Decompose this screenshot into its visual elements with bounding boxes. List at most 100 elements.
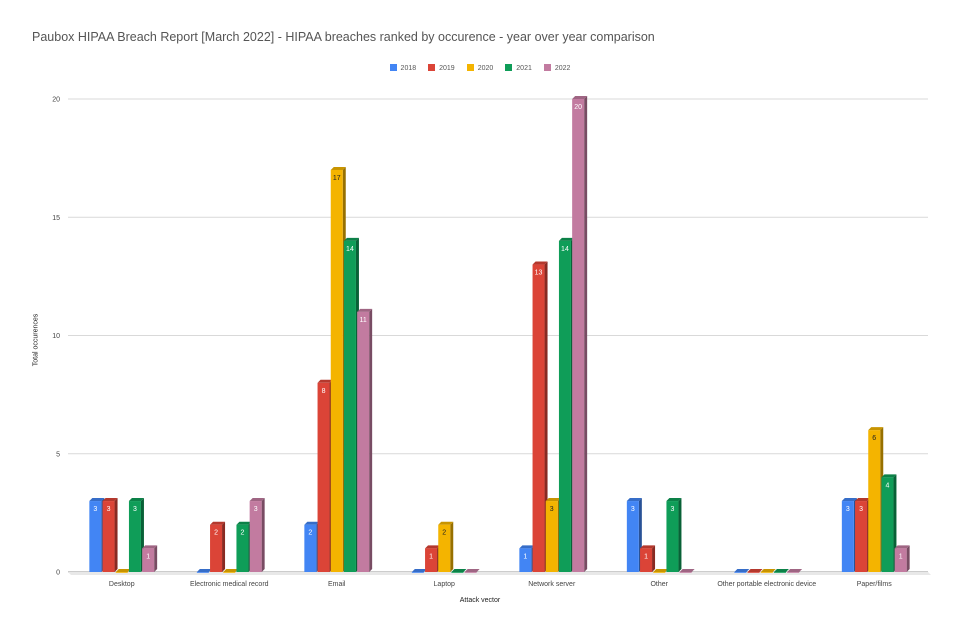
bar-top [626, 498, 642, 502]
x-tick-label: Electronic medical record [190, 581, 269, 588]
bar-front [210, 524, 223, 572]
bar [102, 498, 118, 572]
x-tick-label: Network server [528, 581, 576, 588]
bar-top [855, 498, 871, 502]
bar-top [558, 237, 574, 241]
data-label: 3 [550, 506, 554, 513]
bar-front [653, 572, 666, 573]
legend-swatch [505, 64, 513, 71]
bar-top [545, 498, 561, 502]
y-tick-label: 5 [56, 451, 60, 458]
bar-top [747, 569, 763, 572]
bar-front [411, 572, 424, 573]
bar-top [115, 569, 131, 572]
bar [679, 569, 695, 573]
bar-front [249, 501, 262, 572]
bar-top [773, 569, 789, 572]
bar-front [102, 501, 115, 572]
bar-top [128, 498, 144, 502]
data-label: 1 [644, 553, 648, 560]
bar [881, 474, 897, 572]
bar-top [894, 545, 910, 549]
bar [532, 261, 548, 572]
bar [787, 569, 803, 573]
bar [249, 498, 265, 572]
bar-side [114, 498, 118, 572]
bar-front [881, 477, 894, 572]
bar [210, 521, 226, 572]
legend-label: 2019 [439, 65, 455, 72]
bar-front [236, 524, 249, 572]
data-label: 3 [631, 506, 635, 513]
y-tick-label: 15 [52, 215, 60, 222]
bar-front [841, 501, 854, 572]
bar-front [532, 264, 545, 572]
legend-label: 2018 [400, 65, 417, 72]
data-label: 2 [240, 530, 244, 537]
data-label: 3 [133, 506, 137, 513]
data-label: 1 [429, 553, 433, 560]
bar-front [343, 240, 356, 572]
data-label: 11 [360, 317, 367, 324]
bar-front [773, 572, 786, 573]
legend-item: 2020 [466, 64, 493, 72]
bar-top [223, 569, 239, 572]
bar-top [640, 545, 656, 549]
bar-front [330, 169, 343, 572]
data-label: 1 [899, 553, 903, 560]
legend-swatch [543, 64, 551, 71]
legend-swatch [466, 64, 474, 71]
bar-front [545, 501, 558, 572]
data-label: 6 [872, 435, 876, 442]
data-label: 17 [333, 175, 341, 182]
bar [411, 569, 427, 573]
legend-item: 2022 [543, 64, 570, 72]
bar-top [451, 569, 467, 572]
bar-top [572, 96, 588, 99]
chart-title: Paubox HIPAA Breach Report [March 2022] … [32, 30, 655, 44]
bar-top [142, 545, 158, 549]
bar-front [747, 572, 760, 573]
bar [115, 569, 131, 573]
bar-side [584, 96, 588, 572]
bar [357, 308, 373, 572]
data-label: 2 [214, 530, 218, 537]
data-label: 1 [146, 553, 150, 560]
bar-top [787, 569, 803, 572]
bar-top [653, 569, 669, 572]
bar [464, 569, 480, 573]
bar-front [128, 501, 141, 572]
bar-top [102, 498, 118, 502]
bar-top [841, 498, 857, 502]
bar-side [154, 545, 158, 572]
bar [868, 427, 884, 572]
bar-top [425, 545, 441, 549]
bar-top [317, 379, 333, 383]
data-label: 4 [885, 482, 889, 489]
bar-front [464, 572, 477, 573]
bar-front [89, 501, 102, 572]
bar-front [223, 572, 236, 573]
bar-top [411, 569, 427, 572]
bar-front [640, 548, 653, 572]
bar-side [222, 521, 226, 572]
x-tick-label: Email [328, 581, 346, 588]
bar-front [438, 524, 451, 572]
bar-front [357, 311, 370, 572]
bar [317, 379, 333, 572]
bar-front [304, 524, 317, 572]
bar-side [652, 545, 656, 572]
data-label: 3 [254, 506, 258, 513]
bar-top [330, 166, 346, 170]
bar [196, 569, 212, 573]
y-tick-label: 10 [52, 333, 60, 340]
bar [223, 569, 239, 573]
x-tick-label: Other portable electronic device [717, 581, 816, 588]
data-label: 3 [859, 506, 863, 513]
data-label: 3 [93, 506, 97, 513]
bar-front [317, 382, 330, 572]
bar [894, 545, 910, 572]
y-tick-label: 0 [56, 570, 60, 577]
bar-top [343, 237, 359, 241]
legend-item: 2019 [428, 64, 455, 72]
